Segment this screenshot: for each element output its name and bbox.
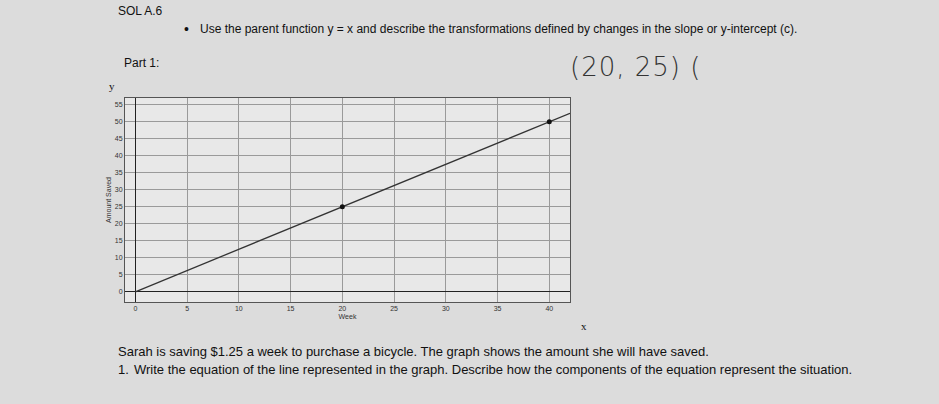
svg-text:Amount Saved: Amount Saved — [105, 177, 112, 223]
svg-text:50: 50 — [115, 118, 123, 125]
svg-text:20: 20 — [338, 305, 346, 312]
svg-text:15: 15 — [115, 237, 123, 244]
svg-text:20: 20 — [115, 220, 123, 227]
svg-text:40: 40 — [115, 152, 123, 159]
svg-text:25: 25 — [115, 203, 123, 210]
svg-text:55: 55 — [115, 101, 123, 108]
html-text:Use the parent function y = x: Use the parent function y = x and descri… — [200, 22, 798, 36]
svg-text:35: 35 — [115, 169, 123, 176]
svg-text:10: 10 — [115, 254, 123, 261]
svg-text:5: 5 — [185, 305, 189, 312]
svg-text:0: 0 — [133, 305, 137, 312]
html-text:Sarah is saving $1.25 a week t: Sarah is saving $1.25 a week to purchase… — [118, 344, 709, 359]
html-text:1. Write the equation of the l: 1. Write the equation of the line repres… — [118, 362, 853, 377]
html-text:SOL A.6: SOL A.6 — [118, 4, 163, 18]
html-text:(20, 25) (: (20, 25) ( — [570, 52, 702, 82]
svg-text:25: 25 — [390, 305, 398, 312]
svg-text:45: 45 — [115, 135, 123, 142]
svg-text:x: x — [581, 320, 587, 332]
svg-text:30: 30 — [442, 305, 450, 312]
svg-text:y: y — [109, 82, 115, 92]
svg-text:30: 30 — [115, 186, 123, 193]
svg-text:10: 10 — [235, 305, 243, 312]
html-text:Part 1:: Part 1: — [124, 56, 160, 70]
svg-text:Week: Week — [339, 313, 357, 320]
svg-text:15: 15 — [287, 305, 295, 312]
svg-text:5: 5 — [119, 271, 123, 278]
svg-text:35: 35 — [494, 305, 502, 312]
svg-text:40: 40 — [545, 305, 553, 312]
svg-text:0: 0 — [119, 288, 123, 295]
